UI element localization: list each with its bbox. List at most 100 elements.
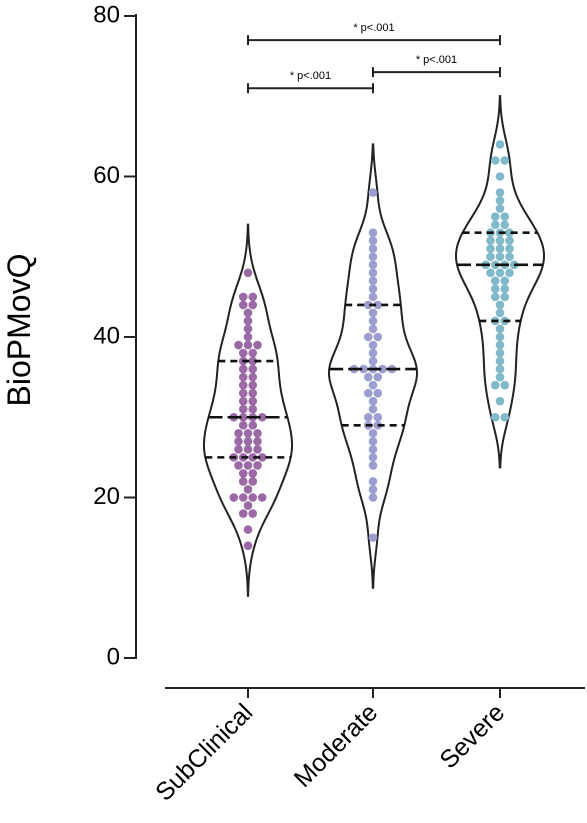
data-point (243, 445, 253, 454)
data-point (243, 525, 253, 534)
data-point (253, 445, 262, 454)
data-point (238, 396, 248, 406)
data-point (238, 388, 248, 398)
violin (454, 95, 546, 469)
data-point (500, 284, 510, 294)
data-point (248, 380, 258, 390)
violin (202, 223, 294, 597)
data-point (238, 469, 248, 478)
data-point (495, 236, 505, 245)
data-point (490, 412, 500, 422)
data-point (243, 332, 253, 342)
data-point (495, 308, 505, 318)
data-point (238, 477, 248, 486)
data-point (368, 477, 378, 486)
data-point (238, 372, 248, 382)
data-point (495, 332, 505, 342)
data-point (500, 412, 510, 422)
data-point (368, 324, 378, 334)
data-point (373, 372, 383, 382)
data-point (490, 284, 500, 294)
data-point (373, 412, 383, 422)
data-point (238, 412, 248, 422)
data-point (253, 340, 262, 350)
data-point (243, 437, 253, 446)
data-point (368, 228, 378, 237)
violin (327, 143, 419, 589)
data-point (368, 284, 378, 294)
data-point (368, 445, 378, 454)
significance-label: * p<.001 (353, 22, 394, 34)
data-point (368, 485, 378, 494)
data-point (243, 461, 253, 470)
data-point (368, 380, 378, 390)
data-point (243, 485, 253, 494)
data-point (495, 396, 505, 406)
data-point (234, 437, 243, 446)
data-point (248, 292, 258, 302)
data-point (368, 404, 378, 414)
data-point (243, 308, 253, 318)
data-point (368, 252, 378, 262)
data-point (243, 316, 253, 326)
data-point (495, 204, 505, 213)
data-point (363, 388, 373, 398)
data-point (229, 493, 239, 502)
data-point (500, 276, 510, 286)
data-point (238, 292, 248, 302)
data-point (248, 509, 258, 518)
data-point (253, 437, 262, 446)
data-point (234, 340, 243, 350)
data-point (234, 429, 243, 438)
data-point (486, 244, 495, 254)
data-point (505, 268, 514, 278)
data-point (505, 244, 514, 254)
y-tick-label: 0 (107, 643, 120, 670)
data-point (248, 388, 258, 398)
data-point (368, 533, 378, 542)
data-point (368, 308, 378, 318)
data-point (500, 380, 510, 390)
data-point (495, 188, 505, 197)
data-point (248, 348, 258, 358)
data-point (248, 300, 258, 310)
data-point (257, 453, 267, 462)
y-tick-label: 60 (93, 162, 120, 189)
x-tick-label: Moderate (289, 698, 383, 792)
data-point (486, 236, 495, 245)
data-point (490, 156, 500, 165)
data-point (257, 493, 267, 502)
data-point (238, 509, 248, 518)
data-point (368, 429, 378, 438)
data-point (248, 356, 258, 366)
data-point (495, 372, 505, 382)
data-point (248, 493, 258, 502)
data-point (495, 364, 505, 374)
data-point (490, 292, 500, 302)
significance-bracket (372, 67, 501, 78)
data-point (363, 372, 373, 382)
data-point (368, 244, 378, 254)
data-point (238, 493, 248, 502)
data-point (368, 437, 378, 446)
data-point (238, 404, 248, 414)
data-point (368, 356, 378, 366)
data-point (238, 420, 248, 430)
x-tick-label: Severe (434, 698, 510, 774)
data-point (359, 364, 368, 374)
data-point (495, 140, 505, 149)
data-point (243, 268, 253, 278)
data-point (248, 372, 258, 382)
data-point (500, 220, 510, 229)
data-point (495, 244, 505, 254)
data-point (243, 429, 253, 438)
data-point (363, 412, 373, 422)
y-tick-label: 20 (93, 483, 120, 510)
data-point (243, 324, 253, 334)
data-point (505, 236, 514, 245)
data-point (234, 445, 243, 454)
data-point (495, 348, 505, 358)
data-point (368, 268, 378, 278)
data-point (500, 156, 510, 165)
